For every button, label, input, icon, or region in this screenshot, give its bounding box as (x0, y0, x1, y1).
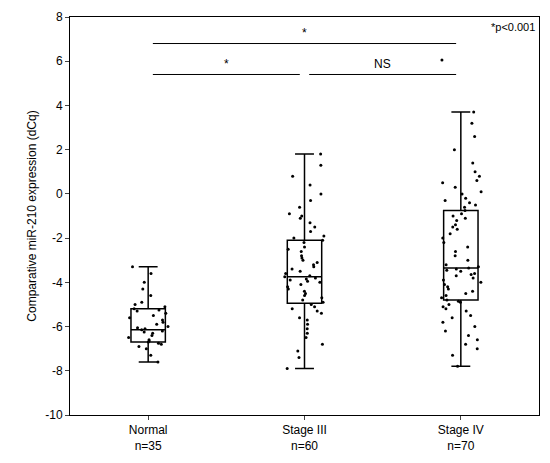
svg-text:-10: -10 (45, 408, 63, 422)
svg-text:0: 0 (56, 187, 63, 201)
svg-text:-2: -2 (52, 231, 63, 245)
svg-text:*p<0.001: *p<0.001 (491, 21, 535, 33)
svg-text:Stage IIIn=60: Stage IIIn=60 (282, 423, 327, 453)
svg-text:NS: NS (374, 57, 391, 71)
svg-text:2: 2 (56, 143, 63, 157)
svg-text:8: 8 (56, 10, 63, 24)
svg-text:6: 6 (56, 54, 63, 68)
svg-text:Comparative miR-210 expression: Comparative miR-210 expression (dCq) (25, 110, 39, 321)
svg-text:-4: -4 (52, 276, 63, 290)
svg-text:-8: -8 (52, 364, 63, 378)
svg-text:4: 4 (56, 99, 63, 113)
svg-text:-6: -6 (52, 320, 63, 334)
svg-text:*: * (302, 26, 307, 40)
svg-text:*: * (224, 57, 229, 71)
svg-text:Stage IVn=70: Stage IVn=70 (438, 423, 484, 453)
svg-text:Normaln=35: Normaln=35 (129, 423, 168, 453)
